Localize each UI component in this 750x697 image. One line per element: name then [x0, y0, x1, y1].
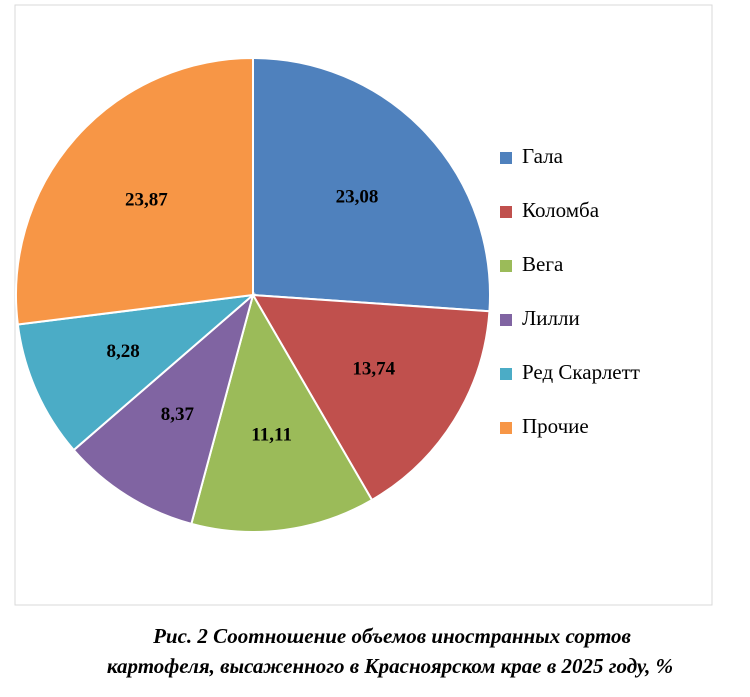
data-label: 23,87 — [125, 189, 168, 210]
data-label: 8,37 — [161, 404, 195, 425]
pie-slice — [15, 56, 254, 326]
legend-label: Гала — [522, 144, 564, 168]
pie-slice — [252, 56, 491, 313]
caption: картофеля, высаженного в Красноярском кр… — [107, 654, 673, 678]
pie-slice — [190, 292, 374, 533]
pie-slice — [251, 293, 491, 502]
legend-label: Прочие — [522, 414, 589, 438]
legend-swatch — [500, 260, 512, 272]
legend-label: Вега — [522, 252, 564, 276]
legend-label: Лилли — [522, 306, 580, 330]
caption: Рис. 2 Соотношение объемов иностранных с… — [152, 624, 631, 648]
data-label: 11,11 — [251, 424, 292, 445]
legend-swatch — [500, 206, 512, 218]
data-label: 8,28 — [106, 341, 139, 362]
pie-slice — [72, 292, 255, 526]
data-label: 23,08 — [336, 186, 379, 207]
legend-swatch — [500, 368, 512, 380]
data-label: 13,74 — [352, 359, 395, 380]
legend-label: Ред Скарлетт — [522, 360, 640, 384]
legend-swatch — [500, 314, 512, 326]
legend-swatch — [500, 422, 512, 434]
legend-swatch — [500, 152, 512, 164]
pie-slice — [16, 293, 257, 452]
legend-label: Коломба — [522, 198, 600, 222]
